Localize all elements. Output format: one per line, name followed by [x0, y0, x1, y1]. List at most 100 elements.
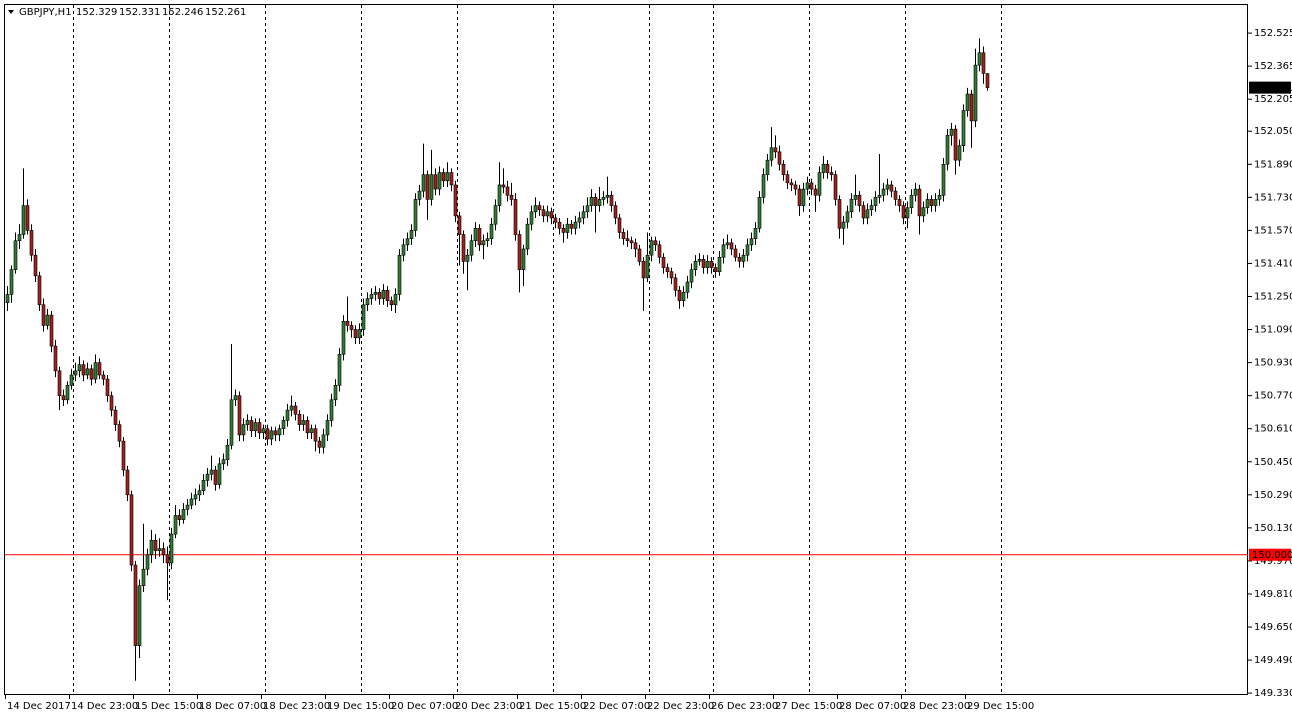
- x-tick-label: 14 Dec 2017: [7, 701, 71, 712]
- candle-body: [541, 209, 546, 217]
- candle-body: [333, 385, 338, 401]
- candle-body: [393, 294, 398, 306]
- candle-body: [201, 480, 206, 491]
- candle-body: [761, 174, 766, 198]
- candle-body: [177, 515, 182, 520]
- period-separators: [73, 5, 1002, 695]
- candle-body: [465, 254, 470, 262]
- y-tick-label: 149.490: [1254, 655, 1292, 666]
- candle-body: [309, 428, 314, 434]
- candle-body: [537, 205, 542, 211]
- candle-body: [865, 209, 870, 219]
- candle-body: [269, 430, 274, 440]
- candle-body: [609, 194, 614, 206]
- candle-body: [853, 194, 858, 200]
- x-tick-label: 18 Dec 07:00: [199, 701, 266, 712]
- candle-body: [841, 221, 846, 229]
- candle-body: [501, 184, 506, 188]
- candle-body: [113, 409, 118, 425]
- candle-body: [977, 52, 982, 66]
- candle-body: [365, 298, 370, 306]
- candle-body: [121, 440, 126, 471]
- candle-body: [197, 490, 202, 496]
- candle-body: [585, 205, 590, 213]
- header-high: 152.331: [119, 7, 160, 18]
- candle-body: [525, 223, 530, 250]
- candle-body: [953, 128, 958, 161]
- candle-body: [209, 469, 214, 475]
- candle-body: [921, 207, 926, 217]
- candle-body: [453, 184, 458, 217]
- candle-body: [633, 242, 638, 250]
- candle-body: [457, 215, 462, 235]
- candle-body: [173, 515, 178, 535]
- candle-body: [665, 267, 670, 273]
- x-tick-label: 20 Dec 23:00: [455, 701, 522, 712]
- horizontal-line-label: 150.000: [1252, 550, 1292, 561]
- candle-body: [329, 399, 334, 421]
- candle-body: [37, 275, 42, 306]
- candle-body: [285, 409, 290, 421]
- candle-body: [149, 539, 154, 556]
- candle-body: [377, 292, 382, 299]
- y-tick-label: 151.570: [1254, 225, 1292, 236]
- header-low: 152.246: [162, 7, 203, 18]
- candle-body: [193, 494, 198, 500]
- candle-body: [957, 145, 962, 161]
- candle-body: [969, 93, 974, 122]
- x-tick-label: 18 Dec 23:00: [263, 701, 330, 712]
- candle-body: [389, 300, 394, 306]
- candle-body: [101, 374, 106, 380]
- candle-body: [481, 240, 486, 246]
- candle-body: [553, 217, 558, 223]
- candle-body: [549, 211, 554, 219]
- candle-body: [781, 163, 786, 175]
- candle-body: [877, 194, 882, 198]
- y-tick-label: 152.205: [1254, 94, 1292, 105]
- candle-body: [189, 498, 194, 506]
- candle-body: [153, 539, 158, 551]
- y-tick-label: 151.250: [1254, 291, 1292, 302]
- candle-body: [237, 395, 242, 436]
- candle-body: [933, 199, 938, 206]
- candle-body: [277, 428, 282, 436]
- candle-body: [117, 424, 122, 442]
- candle-body: [729, 242, 734, 250]
- candle-body: [641, 261, 646, 279]
- candle-body: [69, 374, 74, 386]
- candle-body: [469, 240, 474, 256]
- candle-body: [521, 248, 526, 270]
- candle-body: [733, 248, 738, 258]
- header-open: 152.329: [76, 7, 117, 18]
- candle-body: [617, 217, 622, 233]
- candle-body: [5, 294, 10, 303]
- candle-body: [485, 238, 490, 242]
- candle-body: [145, 554, 150, 570]
- candle-body: [837, 199, 842, 229]
- y-tick-label: 151.730: [1254, 192, 1292, 203]
- candle-body: [385, 289, 390, 301]
- y-tick-label: 151.090: [1254, 325, 1292, 336]
- y-tick-label: 151.410: [1254, 258, 1292, 269]
- candle-body: [317, 440, 322, 448]
- x-tick-label: 26 Dec 23:00: [711, 701, 778, 712]
- candle-body: [129, 494, 134, 566]
- candle-body: [81, 364, 86, 376]
- candle-body: [673, 277, 678, 291]
- candle-body: [233, 395, 238, 401]
- candle-body: [885, 184, 890, 190]
- menu-arrow[interactable]: [8, 10, 14, 14]
- candle-body: [205, 473, 210, 481]
- candle-body: [869, 205, 874, 211]
- candle-body: [581, 211, 586, 219]
- candle-body: [829, 172, 834, 175]
- candle-body: [857, 194, 862, 206]
- candle-body: [649, 240, 654, 256]
- x-tick-label: 14 Dec 23:00: [71, 701, 138, 712]
- horizontal-line-label-box: [1249, 548, 1291, 561]
- candle-body: [597, 199, 602, 206]
- candle-body: [405, 238, 410, 246]
- candle-body: [741, 254, 746, 262]
- candle-body: [489, 223, 494, 239]
